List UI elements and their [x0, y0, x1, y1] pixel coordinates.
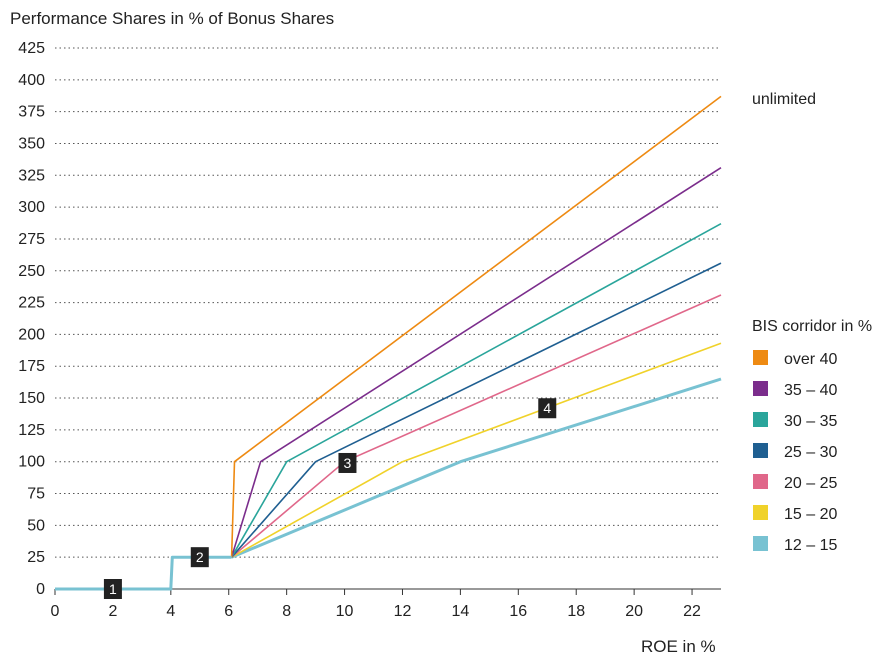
- legend-item-label: 35 – 40: [784, 382, 837, 399]
- legend-swatch: [753, 536, 768, 551]
- legend-title: BIS corridor in %: [752, 318, 872, 335]
- marker-label: 4: [543, 400, 551, 416]
- series-line: [230, 95, 722, 558]
- step-marker: 3: [338, 452, 357, 473]
- legend-item-label: 30 – 35: [784, 413, 837, 430]
- x-tick-label: 20: [625, 603, 643, 620]
- step-markers: 1 2 3 4: [103, 398, 557, 599]
- marker-box: [103, 579, 122, 599]
- series-line: [230, 167, 722, 558]
- y-tick-label: 0: [36, 581, 45, 598]
- y-tick-label: 375: [18, 104, 45, 121]
- y-tick-label: 150: [18, 390, 45, 407]
- series-line: [231, 294, 722, 558]
- marker-label: 2: [196, 549, 204, 565]
- y-tick-label: 325: [18, 167, 45, 184]
- legend-item-label: over 40: [784, 351, 837, 368]
- axes: 0255075100125150175200225250275300325350…: [18, 40, 721, 620]
- legend-swatch: [753, 412, 768, 427]
- unlimited-annotation: unlimited: [752, 91, 816, 108]
- marker-box: [190, 547, 209, 568]
- step-marker: 2: [190, 547, 209, 568]
- x-tick-label: 14: [451, 603, 469, 620]
- y-tick-label: 50: [27, 517, 45, 534]
- y-tick-label: 100: [18, 454, 45, 471]
- marker-label: 3: [344, 455, 352, 471]
- legend-swatch: [753, 443, 768, 458]
- y-tick-label: 275: [18, 231, 45, 248]
- series-lines: [55, 95, 722, 591]
- y-tick-label: 200: [18, 326, 45, 343]
- legend-swatch: [753, 381, 768, 396]
- y-tick-label: 25: [27, 549, 45, 566]
- legend-swatch: [753, 350, 768, 365]
- series-line: [230, 222, 722, 558]
- x-tick-label: 0: [51, 603, 60, 620]
- y-tick-label: 300: [18, 199, 45, 216]
- y-tick-label: 425: [18, 40, 45, 57]
- y-tick-label: 175: [18, 358, 45, 375]
- legend-item-label: 12 – 15: [784, 537, 837, 554]
- x-tick-label: 4: [166, 603, 175, 620]
- series-line: [231, 342, 722, 558]
- y-tick-label: 400: [18, 72, 45, 89]
- x-tick-label: 10: [336, 603, 354, 620]
- legend-item-label: 25 – 30: [784, 444, 837, 461]
- series-line: [231, 377, 722, 559]
- y-tick-label: 225: [18, 295, 45, 312]
- legend-swatch: [753, 474, 768, 489]
- x-tick-label: 8: [282, 603, 291, 620]
- step-marker: 4: [538, 398, 557, 419]
- series-line: [230, 262, 722, 558]
- marker-box: [338, 452, 357, 473]
- legend: BIS corridor in % over 40 35 – 40 30 – 35 2…: [752, 318, 872, 554]
- x-axis-label: ROE in %: [641, 637, 716, 656]
- grid-lines: [55, 47, 721, 558]
- y-tick-label: 75: [27, 486, 45, 503]
- step-marker: 1: [103, 579, 122, 599]
- y-tick-label: 250: [18, 263, 45, 280]
- x-tick-label: 12: [394, 603, 412, 620]
- y-tick-label: 125: [18, 422, 45, 439]
- chart-title: Performance Shares in % of Bonus Shares: [10, 9, 334, 28]
- legend-item-label: 20 – 25: [784, 475, 837, 492]
- legend-swatch: [753, 505, 768, 520]
- x-tick-label: 16: [509, 603, 527, 620]
- marker-box: [538, 398, 557, 419]
- x-tick-label: 6: [224, 603, 233, 620]
- x-tick-label: 18: [567, 603, 585, 620]
- legend-item-label: 15 – 20: [784, 506, 837, 523]
- x-tick-label: 22: [683, 603, 701, 620]
- y-tick-label: 350: [18, 135, 45, 152]
- marker-label: 1: [109, 581, 117, 597]
- x-tick-label: 2: [108, 603, 117, 620]
